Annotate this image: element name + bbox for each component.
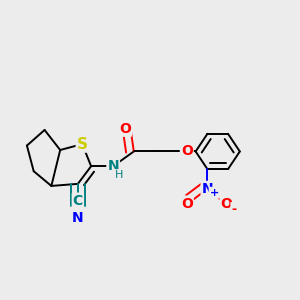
Text: C: C (73, 194, 83, 208)
Text: N: N (202, 182, 213, 196)
Text: H: H (115, 170, 123, 180)
Text: O: O (119, 122, 131, 136)
Text: O: O (181, 145, 193, 158)
Text: O: O (181, 196, 193, 211)
Text: -: - (231, 203, 236, 216)
Text: S: S (77, 136, 88, 152)
Text: N: N (107, 159, 119, 173)
Text: +: + (210, 188, 219, 198)
Text: O: O (220, 197, 232, 212)
Text: N: N (72, 211, 84, 225)
